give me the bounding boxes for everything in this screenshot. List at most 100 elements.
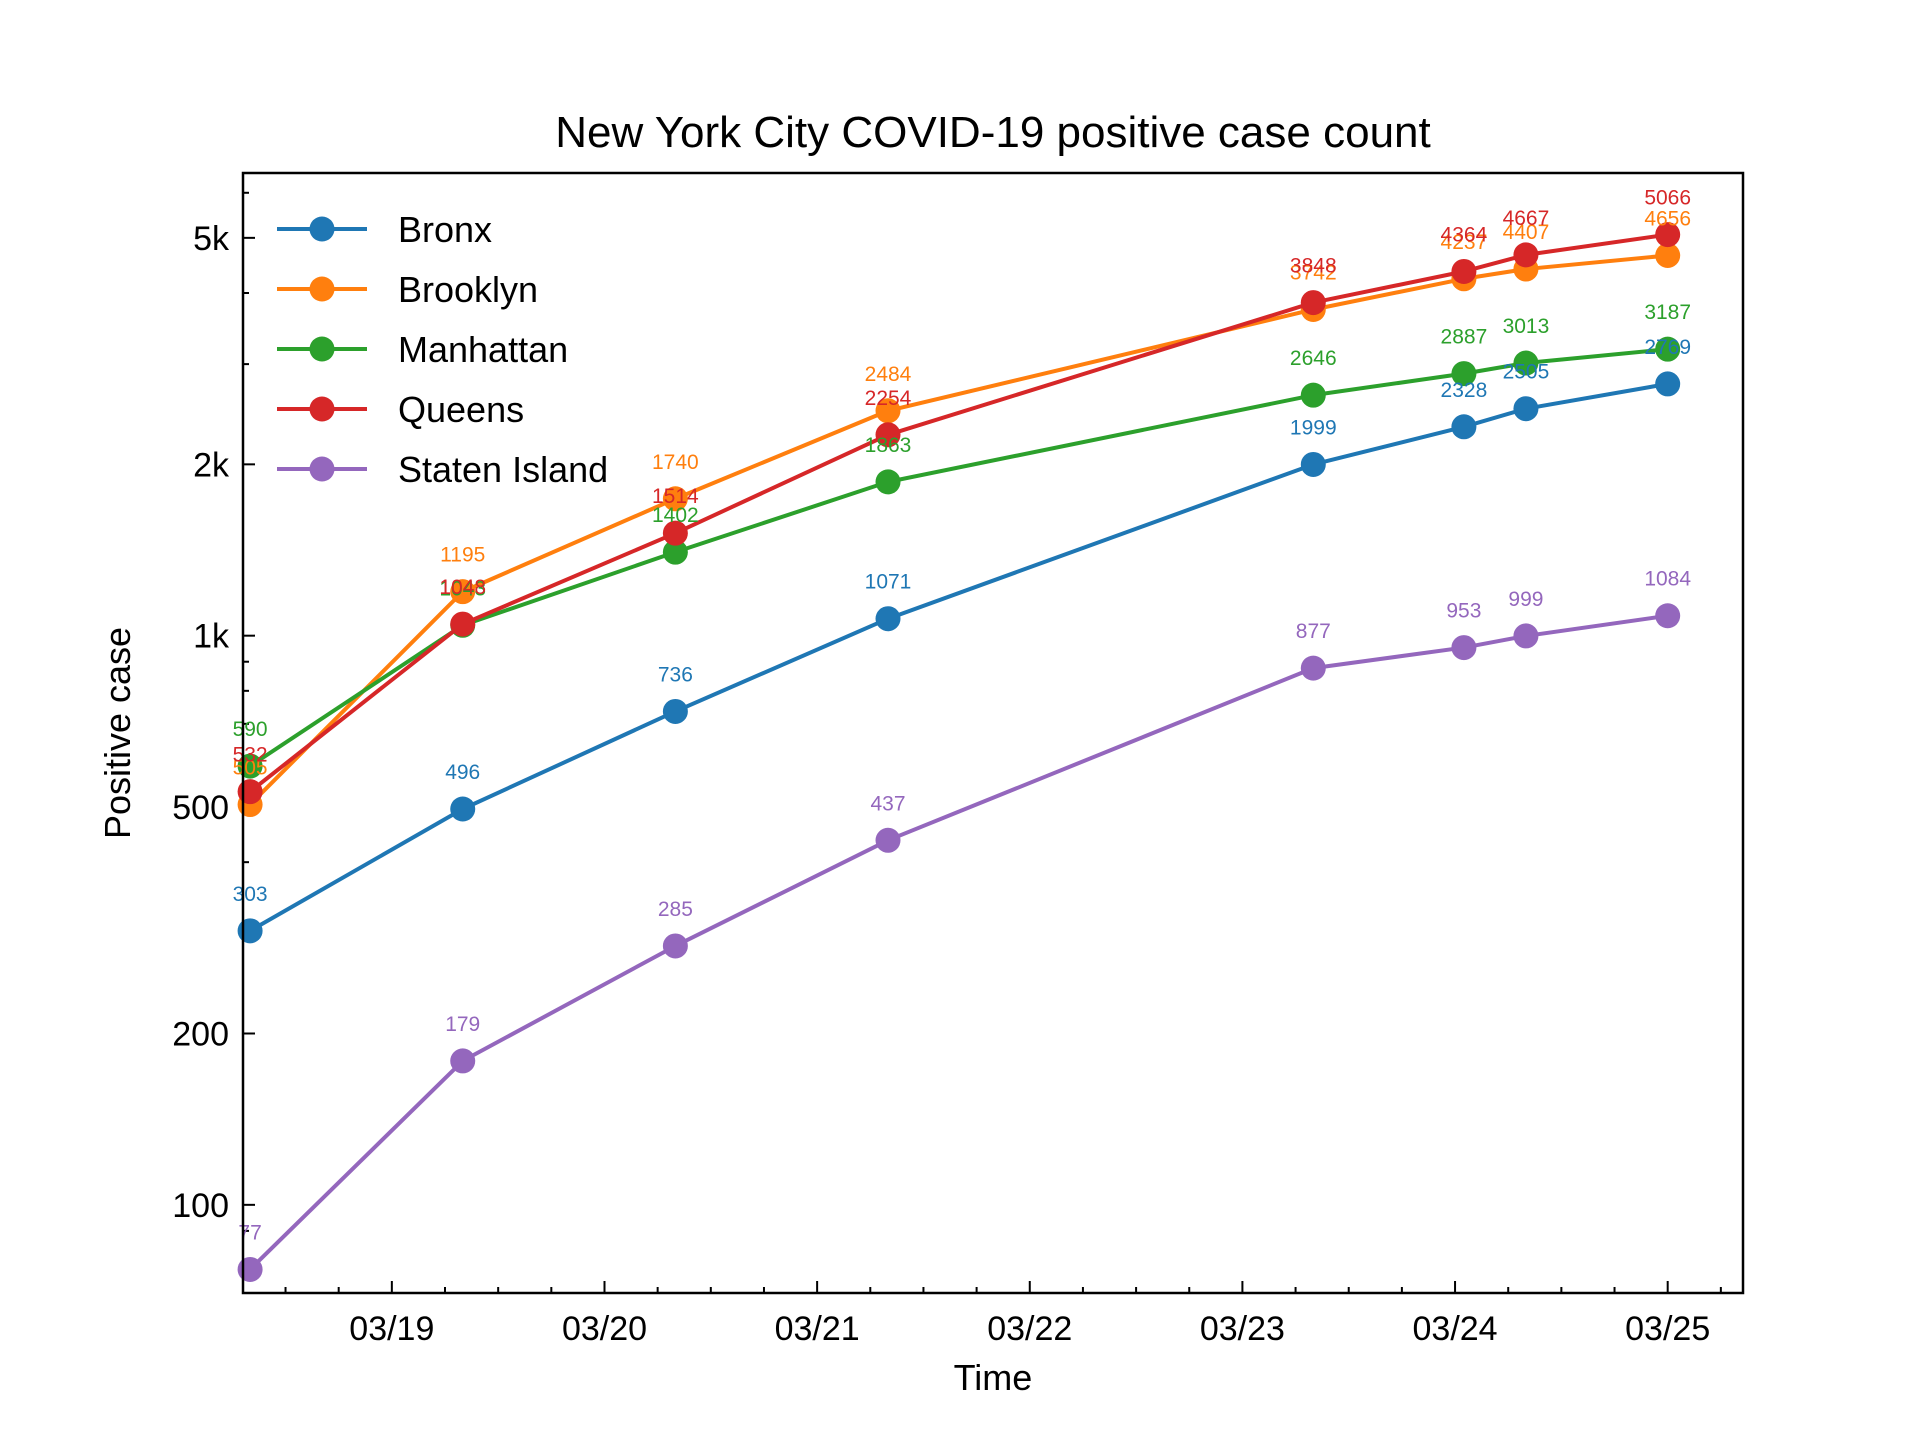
data-label-brooklyn: 1195 xyxy=(440,544,485,567)
y-axis-ticks: 100 200 500 1k 2k 5k xyxy=(172,191,255,1294)
data-point-staten-island xyxy=(1513,623,1539,649)
data-point-bronx xyxy=(1300,451,1326,477)
y-tick-label: 100 xyxy=(172,1187,229,1225)
data-point-manhattan xyxy=(1300,382,1326,408)
data-point-staten-island xyxy=(1655,603,1681,629)
x-tick-label: 03/25 xyxy=(1625,1310,1710,1348)
data-label-bronx: 736 xyxy=(658,663,693,686)
data-point-staten-island xyxy=(1300,655,1326,681)
data-label-brooklyn: 4237 xyxy=(1441,231,1488,254)
data-point-brooklyn xyxy=(1655,242,1681,268)
data-point-queens xyxy=(662,520,688,546)
x-tick-label: 03/21 xyxy=(775,1310,860,1348)
legend-label-queens: Queens xyxy=(398,389,524,430)
data-label-queens: 1048 xyxy=(439,576,486,599)
legend-label-staten-island: Staten Island xyxy=(398,449,608,490)
data-label-staten-island: 1084 xyxy=(1644,568,1691,591)
data-point-bronx xyxy=(1513,396,1539,422)
data-point-brooklyn xyxy=(875,398,901,424)
series-line-staten-island xyxy=(248,613,1668,1271)
legend-marker-queens xyxy=(309,396,335,422)
data-point-manhattan xyxy=(875,469,901,495)
data-label-manhattan: 1043 xyxy=(439,577,486,600)
data-label-brooklyn: 4656 xyxy=(1644,207,1691,230)
x-tick-label: 03/23 xyxy=(1200,1310,1285,1348)
legend-marker-manhattan xyxy=(309,336,335,362)
data-point-queens xyxy=(1300,290,1326,316)
y-tick-label: 5k xyxy=(193,220,230,258)
x-axis-ticks: 03/19 03/20 03/21 03/22 03/23 03/24 03/25 xyxy=(284,1281,1722,1348)
data-label-brooklyn: 4407 xyxy=(1503,221,1550,244)
series-line-queens xyxy=(248,232,1668,794)
data-label-manhattan: 3013 xyxy=(1503,315,1550,338)
legend-marker-brooklyn xyxy=(309,276,335,302)
data-label-staten-island: 999 xyxy=(1508,588,1543,611)
data-label-manhattan: 2646 xyxy=(1290,347,1337,370)
data-label-queens: 4364 xyxy=(1441,223,1488,246)
data-label-queens: 5066 xyxy=(1644,187,1691,210)
data-point-queens xyxy=(237,779,263,805)
legend-label-brooklyn: Brooklyn xyxy=(398,269,538,310)
data-point-queens xyxy=(1655,222,1681,248)
data-point-manhattan xyxy=(662,539,688,565)
data-label-bronx: 1071 xyxy=(865,571,912,594)
data-point-staten-island xyxy=(875,827,901,853)
data-label-queens: 1514 xyxy=(652,485,699,508)
data-point-manhattan xyxy=(1451,361,1477,387)
data-label-queens: 4667 xyxy=(1503,207,1550,230)
data-label-manhattan: 1863 xyxy=(865,434,912,457)
data-label-brooklyn: 1740 xyxy=(652,451,699,474)
y-tick-label: 1k xyxy=(193,618,230,656)
data-point-queens xyxy=(1513,242,1539,268)
y-tick-label: 500 xyxy=(172,789,229,827)
legend: Bronx Brooklyn Manhattan Queens Staten Islan… xyxy=(277,209,608,490)
data-label-manhattan: 3187 xyxy=(1644,301,1691,324)
data-point-queens xyxy=(875,422,901,448)
data-label-staten-island: 285 xyxy=(658,898,693,921)
data-label-bronx: 496 xyxy=(445,761,480,784)
data-point-staten-island xyxy=(662,933,688,959)
chart-title: New York City COVID-19 positive case cou… xyxy=(555,108,1431,157)
data-labels: 303 496 736 1071 1999 2328 2505 2769 505 1195 1740… xyxy=(233,187,1692,1245)
y-tick-label: 2k xyxy=(193,446,230,484)
data-point-bronx xyxy=(1655,371,1681,397)
data-label-queens: 3848 xyxy=(1290,255,1337,278)
data-point-brooklyn xyxy=(450,579,476,605)
data-point-bronx xyxy=(662,698,688,724)
data-label-manhattan: 1402 xyxy=(652,504,699,527)
data-point-queens xyxy=(450,611,476,637)
data-label-staten-island: 877 xyxy=(1296,620,1331,643)
data-point-brooklyn xyxy=(662,486,688,512)
data-point-bronx xyxy=(237,918,263,944)
data-point-staten-island xyxy=(1451,635,1477,661)
data-label-brooklyn: 505 xyxy=(233,757,268,780)
x-tick-label: 03/22 xyxy=(987,1310,1072,1348)
data-label-staten-island: 953 xyxy=(1446,600,1481,623)
data-label-brooklyn: 2484 xyxy=(865,363,912,386)
data-label-staten-island: 437 xyxy=(870,792,905,815)
x-axis-label: Time xyxy=(954,1357,1033,1398)
y-axis-label: Positive case xyxy=(97,627,138,839)
data-point-staten-island xyxy=(450,1048,476,1074)
data-point-manhattan xyxy=(1513,350,1539,376)
data-point-bronx xyxy=(1451,414,1477,440)
data-label-staten-island: 179 xyxy=(445,1013,480,1036)
data-label-bronx: 1999 xyxy=(1290,416,1337,439)
data-point-bronx xyxy=(450,796,476,822)
data-label-bronx: 2505 xyxy=(1503,361,1550,384)
x-tick-label: 03/24 xyxy=(1413,1310,1498,1348)
data-point-queens xyxy=(1451,258,1477,284)
data-point-staten-island xyxy=(237,1256,263,1282)
data-point-bronx xyxy=(875,606,901,632)
data-label-bronx: 2328 xyxy=(1441,379,1488,402)
plot-frame xyxy=(241,171,1745,1295)
data-label-bronx: 303 xyxy=(233,883,268,906)
data-point-manhattan xyxy=(1655,336,1681,362)
data-label-manhattan: 2887 xyxy=(1441,326,1488,349)
x-tick-label: 03/20 xyxy=(562,1310,647,1348)
y-tick-label: 200 xyxy=(172,1016,229,1054)
data-label-manhattan: 590 xyxy=(233,718,268,741)
x-tick-label: 03/19 xyxy=(349,1310,434,1348)
data-label-queens: 532 xyxy=(233,744,268,767)
